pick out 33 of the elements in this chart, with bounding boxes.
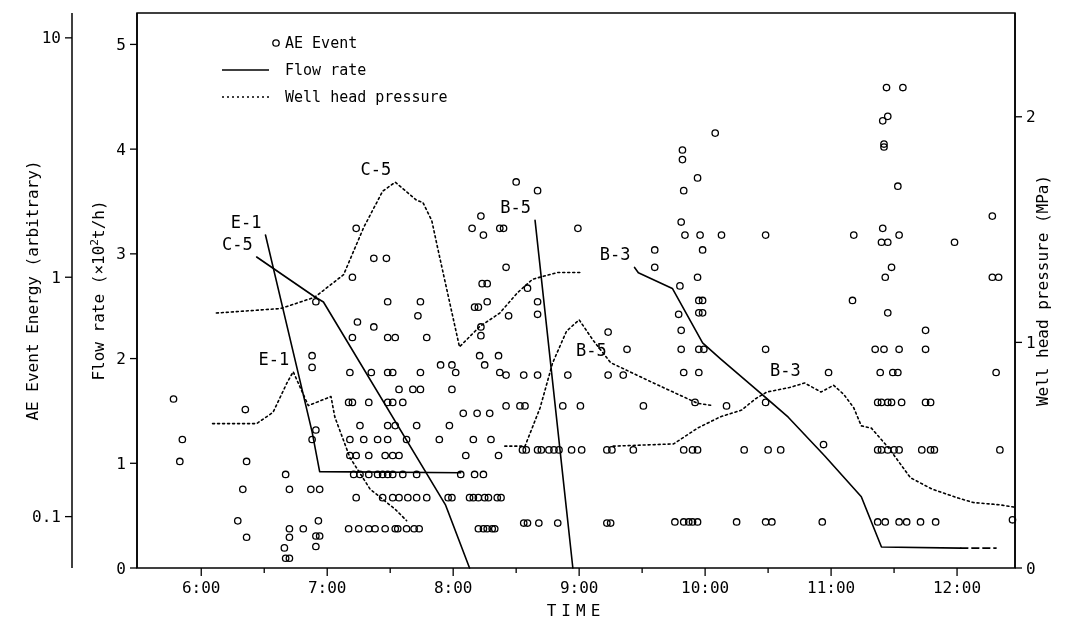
x-tick-label: 8:00 [433,578,473,597]
x-tick-label: 7:00 [307,578,347,597]
x-axis-title: TIME [546,601,606,620]
legend-label: Well head pressure [285,88,448,107]
y2-tick-label: 1 [116,453,126,473]
legend-label: Flow rate [285,61,367,80]
x-tick-label: 11:00 [807,578,856,597]
x-tick-label: 10:00 [681,578,730,597]
annotation: B-5 [575,339,607,360]
y-tick-label: 1 [51,267,61,287]
annotation: E-1 [258,348,290,369]
y-tick-label: 10 [41,28,61,48]
annotation: E-1 [230,212,262,233]
legend-label: AE Event [285,34,358,53]
x-tick-label: 6:00 [181,578,221,597]
y3-tick-label: 0 [1026,558,1036,578]
y2-tick-label: 2 [116,349,126,369]
annotation: B-3 [769,360,801,381]
y2-tick-label: 5 [116,35,126,55]
y2-tick-label: 0 [116,558,126,578]
x-tick-label: 12:00 [932,578,982,597]
y3-tick-label: 2 [1026,107,1036,127]
annotation: B-3 [599,244,631,265]
y-axis-title: AE Event Energy (arbitrary) [23,160,42,421]
annotation: C-5 [360,159,392,180]
x-tick-label: 9:00 [559,578,599,597]
y2-tick-label: 3 [116,244,126,264]
y2-tick-label: 4 [116,139,126,159]
y3-axis-title: Well head pressure (MPa) [1033,174,1052,407]
annotation: B-5 [500,197,532,218]
annotation: C-5 [221,234,253,255]
y-tick-label: 0.1 [32,507,61,527]
y3-tick-label: 1 [1026,332,1036,352]
